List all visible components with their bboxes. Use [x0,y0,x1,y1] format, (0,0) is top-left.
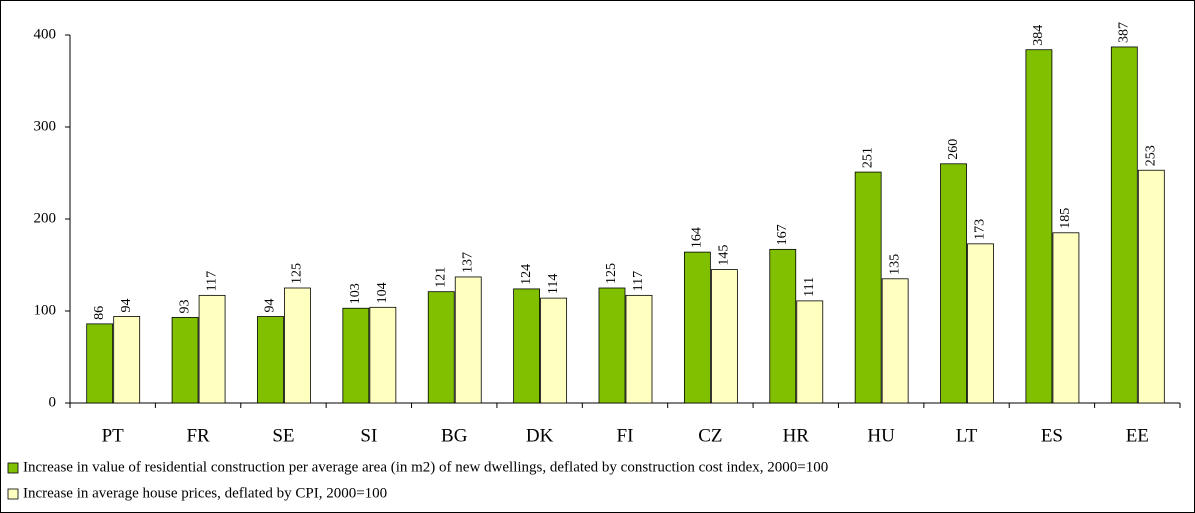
data-label: 167 [775,224,790,245]
data-label: 251 [860,147,875,168]
data-label: 111 [802,277,817,297]
data-label: 117 [204,271,219,291]
data-label: 94 [263,299,278,313]
data-label: 260 [946,139,961,160]
data-label: 103 [348,283,363,304]
bar [113,316,141,404]
x-tick-label: FI [617,425,634,446]
data-label: 253 [1144,145,1159,166]
x-tick-label: BG [441,425,468,446]
bar [369,306,397,404]
data-label: 135 [887,254,902,275]
bar [342,307,370,404]
data-label: 173 [973,219,988,240]
data-label: 185 [1058,208,1073,229]
bar [427,291,455,404]
bar [1110,46,1138,404]
data-label: 86 [92,306,107,320]
bar [683,251,711,404]
x-tick-label: SE [272,425,294,446]
x-tick-label: SI [360,425,377,446]
bar [454,276,482,404]
legend-label: Increase in average house prices, deflat… [23,485,387,501]
x-tick-label: HR [783,425,810,446]
data-label: 145 [717,245,732,266]
bar [86,323,114,404]
bar [940,163,967,404]
x-tick-label: PT [102,425,125,446]
legend-swatch [7,488,19,500]
x-tick-label: EE [1126,425,1149,446]
bar [284,287,311,404]
data-label: 117 [631,271,646,291]
bar [796,300,824,404]
bar [1025,49,1053,404]
data-label: 387 [1117,22,1132,43]
data-label: 93 [177,299,192,313]
legend-label: Increase in value of residential constru… [23,459,828,475]
x-tick-label: HU [867,425,895,446]
data-label: 121 [433,267,448,288]
data-label: 125 [604,263,619,284]
data-label: 164 [690,227,705,248]
bar [198,294,226,404]
bar [513,288,541,404]
x-tick-label: ES [1041,425,1063,446]
bar [881,278,909,404]
data-label: 137 [460,252,475,273]
bar [769,248,797,404]
y-tick-label: 100 [34,302,57,318]
data-label: 104 [375,282,390,303]
x-tick-label: CZ [698,425,722,446]
bar [967,243,994,404]
bar [1052,232,1080,404]
bar [540,297,568,404]
x-tick-label: DK [526,425,554,446]
bar [171,317,199,404]
y-tick-label: 400 [34,26,57,42]
bar [598,287,626,404]
x-tick-label: LT [956,425,978,446]
legend-swatch [7,462,19,474]
bar [854,171,882,404]
data-label: 114 [546,274,561,294]
y-tick-label: 200 [34,210,57,226]
data-label: 124 [519,264,534,285]
bar [1137,169,1165,404]
data-label: 384 [1031,25,1046,46]
bar [710,269,738,404]
y-tick-label: 0 [49,394,57,410]
data-label: 125 [290,263,305,284]
bar [257,316,284,404]
x-tick-label: FR [186,425,210,446]
data-label: 94 [119,299,134,313]
bar [625,294,653,404]
y-tick-label: 300 [34,118,57,134]
